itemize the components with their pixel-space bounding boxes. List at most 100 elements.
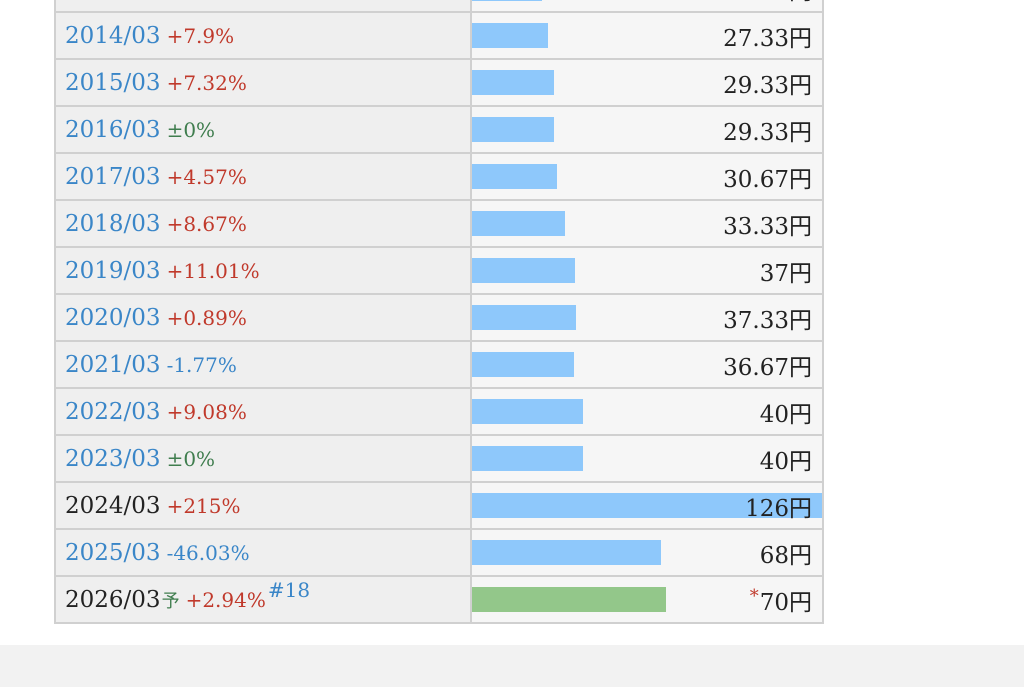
dividend-value-text: 29.33円 [723,119,812,146]
year-cell: 2019/03 +11.01% [54,246,472,295]
dividend-bar-cell: 40円 [470,434,824,483]
dividend-value-text: 円 [789,0,812,6]
dividend-value: 円 [789,0,812,11]
dividend-value-text: 30.67円 [723,166,812,193]
dividend-bar [472,117,554,142]
dividend-value: 29.33円 [723,107,812,152]
dividend-bar-cell: 円 [470,0,824,13]
year-cell: 2014/03 +7.9% [54,11,472,60]
table-row: 2026/03予 +2.94% #18 * 70円 [54,575,824,624]
year-cell: 2020/03 +0.89% [54,293,472,342]
dividend-value-text: 40円 [759,448,812,475]
dividend-bar-cell: 40円 [470,387,824,436]
dividend-bar [472,70,554,95]
dividend-value: 40円 [760,389,812,434]
dividend-bar [472,446,584,471]
year-cell: 2024/03 +215% [54,481,472,530]
fiscal-year-link[interactable]: 2022/03 [65,398,161,425]
table-row: 2021/03 -1.77% 36.67円 [54,340,824,389]
dividend-bar [472,493,822,518]
dividend-value-text: 126円 [745,495,812,522]
year-cell: 2023/03 ±0% [54,434,472,483]
fiscal-year-link[interactable]: 2025/03 [65,539,161,566]
fiscal-year-link[interactable]: 2017/03 [65,163,161,190]
dividend-bar [472,399,584,424]
dividend-bar-cell: 37.33円 [470,293,824,342]
dividend-bar-cell: 36.67円 [470,340,824,389]
dividend-value-text: 70円 [759,589,812,616]
year-cell: 2022/03 +9.08% [54,387,472,436]
change-percent: +11.01% [166,258,260,283]
fiscal-year-label: 2024/03 [65,492,161,519]
change-percent: +4.57% [166,164,247,189]
table-body: 2013/03円2014/03+7.9%27.33円2015/03+7.32%2… [54,0,824,624]
dividend-value-text: 37円 [759,260,812,287]
dividend-bar-cell: 33.33円 [470,199,824,248]
forecast-dividend-bar [472,587,667,612]
table-row: 2023/03 ±0% 40円 [54,434,824,483]
change-percent: ±0% [166,446,216,471]
fiscal-year-link[interactable]: 2014/03 [65,22,161,49]
dividend-bar-cell: 27.33円 [470,11,824,60]
fiscal-year-link[interactable]: 2016/03 [65,116,161,143]
table-row: 2019/03 +11.01% 37円 [54,246,824,295]
dividend-value: 37円 [760,248,812,293]
dividend-value-text: 68円 [759,542,812,569]
dividend-bar [472,164,558,189]
dividend-value: 33.33円 [723,201,812,246]
change-percent: +8.67% [166,211,247,236]
fiscal-year-link[interactable]: 2013/03 [65,0,161,2]
change-percent: +7.9% [166,23,235,48]
year-cell: 2026/03予 +2.94% #18 [54,575,472,624]
footnote-link[interactable]: #18 [267,577,311,602]
table-row: 2022/03 +9.08% 40円 [54,387,824,436]
dividend-value: 37.33円 [723,295,812,340]
change-percent: +0.89% [166,305,247,330]
fiscal-year-link[interactable]: 2018/03 [65,210,161,237]
dividend-bar-cell: 29.33円 [470,105,824,154]
table-row: 2020/03 +0.89% 37.33円 [54,293,824,342]
table-row: 2014/03 +7.9% 27.33円 [54,11,824,60]
dividend-value: 36.67円 [723,342,812,387]
dividend-bar-cell: 126円 [470,481,824,530]
table-row: 2025/03 -46.03% 68円 [54,528,824,577]
change-percent: +215% [166,493,241,518]
dividend-value-text: 36.67円 [723,354,812,381]
dividend-value: 126円 [745,483,812,528]
fiscal-year-link[interactable]: 2020/03 [65,304,161,331]
year-cell: 2016/03 ±0% [54,105,472,154]
fiscal-year-link[interactable]: 2021/03 [65,351,161,378]
change-percent: +2.94% [185,587,266,612]
dividend-value: * 70円 [750,577,812,622]
dividend-value-text: 33.33円 [723,213,812,240]
dividend-bar-cell: * 70円 [470,575,824,624]
dividend-bar [472,540,661,565]
dividend-value-text: 37.33円 [723,307,812,334]
dividend-value: 27.33円 [723,13,812,58]
fiscal-year-link[interactable]: 2015/03 [65,69,161,96]
dividend-bar [472,23,548,48]
dividend-bar-cell: 68円 [470,528,824,577]
dividend-value: 68円 [760,530,812,575]
dividend-value: 30.67円 [723,154,812,199]
dividend-bar [472,258,575,283]
estimate-asterisk: * [749,586,759,607]
year-cell: 2017/03 +4.57% [54,152,472,201]
table-row: 2013/03 円 [54,0,824,13]
year-cell: 2013/03 [54,0,472,13]
dividend-value: 40円 [760,436,812,481]
table-row: 2015/03 +7.32% 29.33円 [54,58,824,107]
fiscal-year-link[interactable]: 2023/03 [65,445,161,472]
year-cell: 2015/03 +7.32% [54,58,472,107]
fiscal-year-label: 2026/03 [65,586,161,613]
fiscal-year-link[interactable]: 2019/03 [65,257,161,284]
dividend-bar [472,211,565,236]
dividend-bar-cell: 37円 [470,246,824,295]
dividend-history-table: 2013/03円2014/03+7.9%27.33円2015/03+7.32%2… [54,0,824,624]
dividend-bar-cell: 30.67円 [470,152,824,201]
year-cell: 2018/03 +8.67% [54,199,472,248]
change-percent: -1.77% [166,352,237,377]
dividend-bar [472,352,574,377]
dividend-value-text: 40円 [759,401,812,428]
